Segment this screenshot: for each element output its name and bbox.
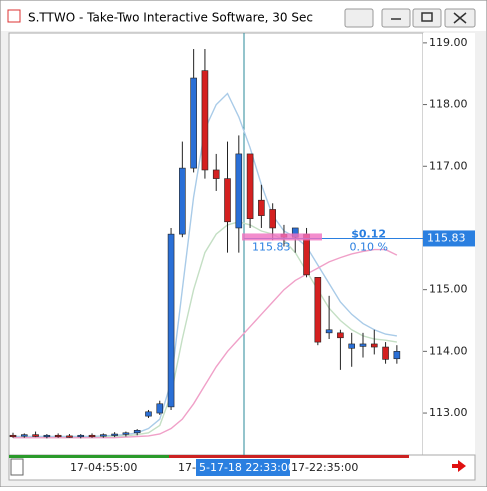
candle-body <box>43 434 51 438</box>
candle-body <box>337 332 344 339</box>
candle-body <box>66 435 73 438</box>
annotation: 115.83 <box>252 240 291 253</box>
candle-body <box>246 153 254 220</box>
candle-body <box>145 411 152 417</box>
candle-body <box>201 70 209 171</box>
candle-body <box>370 343 378 348</box>
y-tick-label: 118.00 <box>429 98 468 111</box>
button-glyphs <box>391 12 467 24</box>
candle-body <box>269 209 276 229</box>
price-label: 115.83 <box>427 231 466 244</box>
annotation: $0.12 <box>351 227 386 240</box>
candle-body <box>133 430 141 434</box>
plot-area <box>8 32 424 456</box>
candle-body <box>122 432 130 435</box>
candle-body <box>9 434 17 438</box>
time-cursor-box <box>196 459 290 476</box>
candle-body <box>212 169 220 179</box>
price-label-box <box>423 230 475 247</box>
session-bar <box>9 455 169 458</box>
candle-body <box>111 433 118 436</box>
maximize-button[interactable] <box>412 8 442 28</box>
time-label: 5-17-18 22:33:00 <box>199 461 295 474</box>
candle-body <box>325 329 333 334</box>
candle-body <box>88 434 96 438</box>
link-button[interactable] <box>344 8 374 28</box>
candle-body <box>100 434 107 437</box>
candle-body <box>179 167 186 235</box>
scroll-box[interactable] <box>10 458 24 476</box>
annotation: 0.10 % <box>350 240 388 253</box>
candle-body <box>167 233 175 408</box>
window-title: S.TTWO - Take-Two Interactive Software, … <box>28 11 313 25</box>
y-tick-label: 114.00 <box>429 344 468 357</box>
time-label: 17-04:55:00 <box>70 461 137 474</box>
candle-body <box>156 403 164 414</box>
y-tick-label: 119.00 <box>429 36 468 49</box>
minimize-button[interactable] <box>381 8 411 28</box>
candle-body <box>393 351 401 360</box>
position-marker <box>242 233 322 241</box>
candle-body <box>382 346 389 360</box>
app-icon <box>7 9 21 23</box>
candle-body <box>20 434 28 437</box>
time-label: 17- <box>178 461 196 474</box>
candle-body <box>54 434 62 438</box>
moving-average <box>13 248 398 439</box>
y-tick-label: 115.00 <box>429 283 468 296</box>
candle-body <box>359 343 367 347</box>
candle-body <box>224 178 231 223</box>
scroll-arrow[interactable] <box>452 460 466 472</box>
candle-body <box>32 434 39 437</box>
candle-body <box>314 277 322 343</box>
candle-body <box>77 434 85 438</box>
candle-body <box>190 77 197 169</box>
candle-body <box>348 343 356 349</box>
y-tick-label: 113.00 <box>429 406 468 419</box>
session-bar <box>169 455 409 458</box>
time-label: 17-22:35:00 <box>291 461 358 474</box>
candle-body <box>235 153 243 229</box>
y-tick-label: 117.00 <box>429 159 468 172</box>
candle-body <box>258 199 265 216</box>
